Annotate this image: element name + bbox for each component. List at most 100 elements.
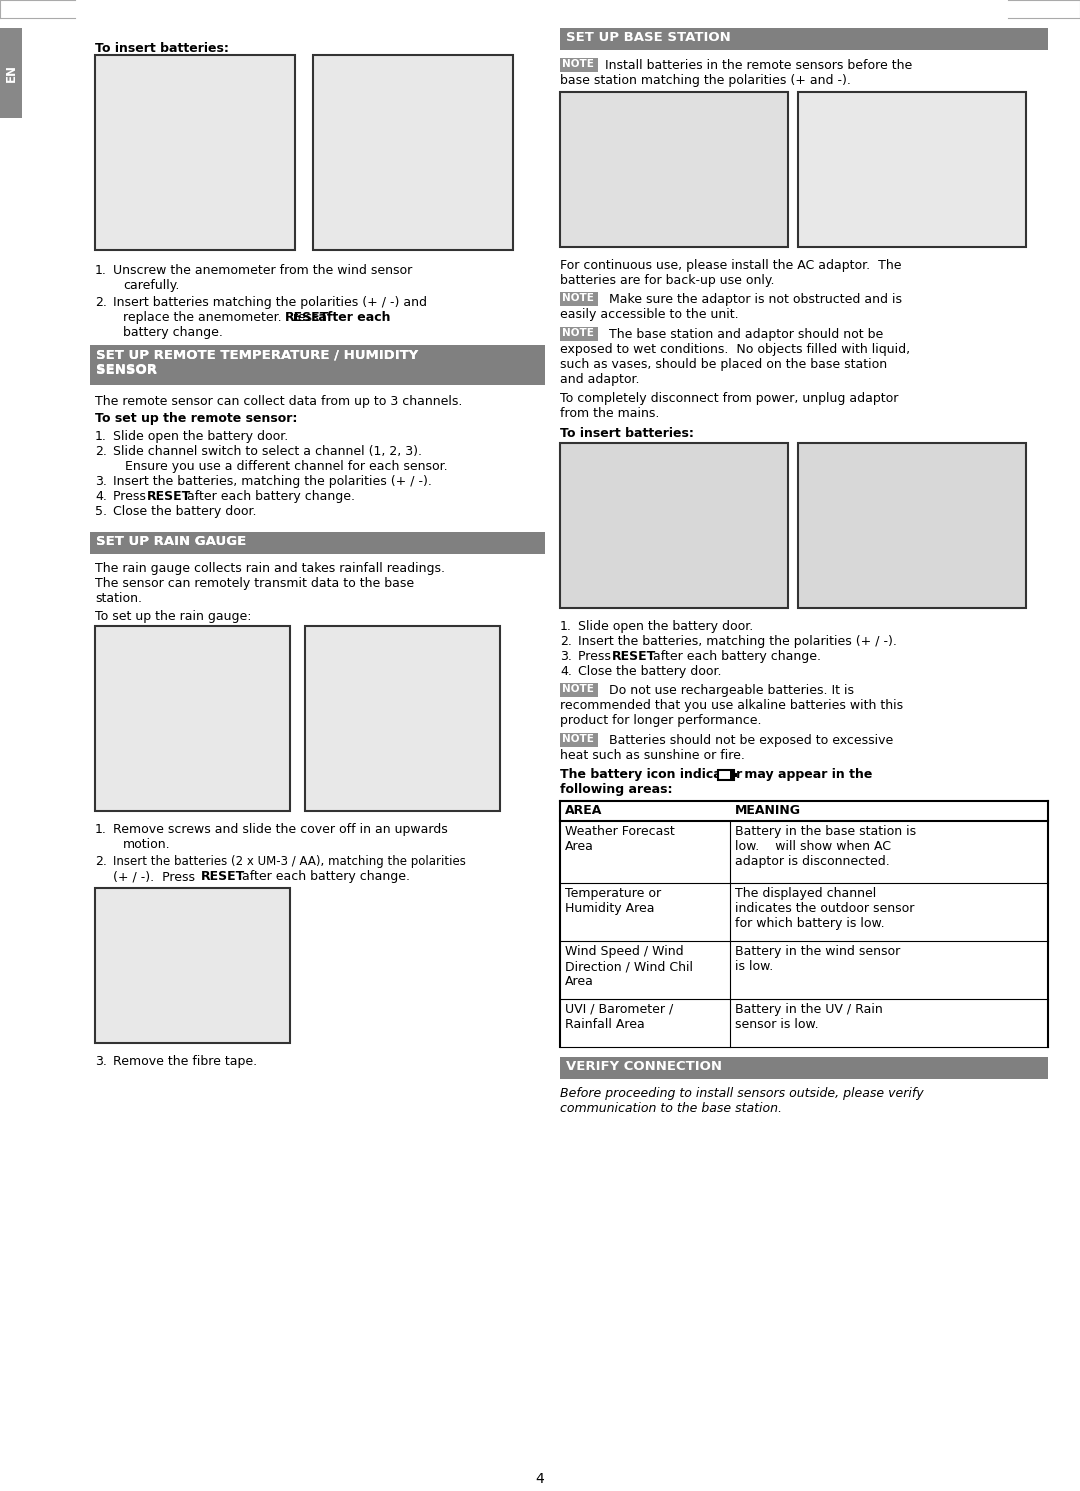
Text: Do not use rechargeable batteries. It is: Do not use rechargeable batteries. It is — [600, 684, 854, 696]
Text: SET UP REMOTE TEMPERATURE / HUMIDITY: SET UP REMOTE TEMPERATURE / HUMIDITY — [96, 347, 418, 361]
Text: (+ / -).  Press: (+ / -). Press — [113, 871, 199, 883]
Text: Battery in the wind sensor
is low.: Battery in the wind sensor is low. — [735, 945, 901, 974]
Text: 2.: 2. — [95, 444, 107, 458]
Text: Close the battery door.: Close the battery door. — [113, 505, 257, 517]
Text: The remote sensor can collect data from up to 3 channels.: The remote sensor can collect data from … — [95, 395, 462, 409]
Text: RESET: RESET — [285, 312, 329, 324]
Bar — [313, 55, 513, 250]
Text: To completely disconnect from power, unplug adaptor: To completely disconnect from power, unp… — [561, 392, 899, 406]
Bar — [561, 92, 788, 248]
Text: 2.: 2. — [561, 635, 572, 649]
Bar — [798, 92, 1026, 248]
Bar — [95, 626, 291, 811]
Text: Ensure you use a different channel for each sensor.: Ensure you use a different channel for e… — [113, 461, 447, 473]
Text: MEANING: MEANING — [735, 804, 801, 817]
Text: Insert the batteries (2 x UM-3 / AA), matching the polarities: Insert the batteries (2 x UM-3 / AA), ma… — [113, 854, 465, 868]
Text: Slide channel switch to select a channel (1, 2, 3).: Slide channel switch to select a channel… — [113, 444, 422, 458]
Text: Press: Press — [578, 650, 615, 663]
Text: Insert the batteries, matching the polarities (+ / -).: Insert the batteries, matching the polar… — [113, 476, 432, 488]
Text: Temperature or
Humidity Area: Temperature or Humidity Area — [565, 887, 661, 915]
Text: Remove screws and slide the cover off in an upwards: Remove screws and slide the cover off in… — [113, 823, 448, 836]
Text: after each: after each — [314, 312, 391, 324]
Text: RESET: RESET — [147, 491, 191, 502]
Text: 1.: 1. — [95, 264, 107, 277]
Text: from the mains.: from the mains. — [561, 407, 660, 420]
Bar — [561, 327, 598, 341]
Text: after each battery change.: after each battery change. — [649, 650, 821, 663]
Bar — [305, 626, 500, 811]
Bar — [561, 28, 1048, 51]
Bar — [95, 889, 291, 1044]
Text: may appear in the: may appear in the — [740, 768, 873, 781]
Bar — [561, 292, 598, 306]
Text: Battery in the base station is
low.    will show when AC
adaptor is disconnected: Battery in the base station is low. will… — [735, 825, 916, 868]
Text: For continuous use, please install the AC adaptor.  The: For continuous use, please install the A… — [561, 259, 902, 271]
Text: carefully.: carefully. — [123, 279, 179, 292]
Text: SET UP RAIN GAUGE: SET UP RAIN GAUGE — [96, 535, 246, 549]
Text: To set up the rain gauge:: To set up the rain gauge: — [95, 610, 252, 623]
Bar — [561, 734, 598, 747]
Text: NOTE: NOTE — [562, 684, 594, 693]
Text: 1.: 1. — [95, 823, 107, 836]
Bar — [730, 771, 733, 778]
Text: 2.: 2. — [95, 297, 107, 309]
Text: 4: 4 — [536, 1472, 544, 1487]
Text: Before proceeding to install sensors outside, please verify: Before proceeding to install sensors out… — [561, 1087, 923, 1100]
Text: NOTE: NOTE — [562, 734, 594, 744]
Text: VERIFY CONNECTION: VERIFY CONNECTION — [566, 1060, 723, 1074]
Text: To set up the remote sensor:: To set up the remote sensor: — [95, 412, 297, 425]
Bar — [90, 344, 545, 385]
Bar — [734, 772, 737, 777]
Text: 1.: 1. — [561, 620, 572, 634]
Text: communication to the base station.: communication to the base station. — [561, 1102, 782, 1115]
Text: following areas:: following areas: — [561, 783, 673, 796]
Text: base station matching the polarities (+ and -).: base station matching the polarities (+ … — [561, 75, 851, 86]
Bar — [561, 28, 1048, 51]
Text: EN: EN — [4, 64, 17, 82]
Text: SET UP REMOTE TEMPERATURE / HUMIDITY
SENSOR: SET UP REMOTE TEMPERATURE / HUMIDITY SEN… — [96, 347, 418, 376]
Text: UVI / Barometer /
Rainfall Area: UVI / Barometer / Rainfall Area — [565, 1003, 673, 1030]
Bar — [561, 1057, 1048, 1079]
Text: The rain gauge collects rain and takes rainfall readings.: The rain gauge collects rain and takes r… — [95, 562, 445, 576]
Text: The displayed channel
indicates the outdoor sensor
for which battery is low.: The displayed channel indicates the outd… — [735, 887, 915, 930]
Text: after each battery change.: after each battery change. — [238, 871, 410, 883]
Text: 4.: 4. — [95, 491, 107, 502]
Text: 2.: 2. — [95, 854, 107, 868]
Bar — [798, 443, 1026, 608]
Text: Wind Speed / Wind
Direction / Wind Chil
Area: Wind Speed / Wind Direction / Wind Chil … — [565, 945, 693, 989]
Text: 3.: 3. — [561, 650, 572, 663]
Text: heat such as sunshine or fire.: heat such as sunshine or fire. — [561, 748, 745, 762]
Text: NOTE: NOTE — [562, 60, 594, 69]
Text: NOTE: NOTE — [562, 328, 594, 338]
Text: Weather Forecast
Area: Weather Forecast Area — [565, 825, 675, 853]
Text: The base station and adaptor should not be: The base station and adaptor should not … — [600, 328, 883, 341]
Text: motion.: motion. — [123, 838, 171, 851]
Text: SENSOR: SENSOR — [96, 364, 157, 377]
Text: Press: Press — [113, 491, 150, 502]
Text: easily accessible to the unit.: easily accessible to the unit. — [561, 309, 739, 321]
Text: exposed to wet conditions.  No objects filled with liquid,: exposed to wet conditions. No objects fi… — [561, 343, 910, 356]
Text: Battery in the UV / Rain
sensor is low.: Battery in the UV / Rain sensor is low. — [735, 1003, 882, 1030]
Text: 4.: 4. — [561, 665, 572, 678]
Bar — [561, 683, 598, 696]
Text: product for longer performance.: product for longer performance. — [561, 714, 761, 728]
Bar — [0, 28, 22, 118]
Text: Install batteries in the remote sensors before the: Install batteries in the remote sensors … — [600, 60, 913, 72]
Text: SET UP BASE STATION: SET UP BASE STATION — [566, 31, 731, 45]
Text: and adaptor.: and adaptor. — [561, 373, 639, 386]
Text: battery change.: battery change. — [123, 327, 222, 338]
Text: 1.: 1. — [95, 429, 107, 443]
Text: Remove the fibre tape.: Remove the fibre tape. — [113, 1056, 257, 1068]
Text: RESET: RESET — [612, 650, 657, 663]
Text: RESET: RESET — [201, 871, 245, 883]
Text: The battery icon indicator: The battery icon indicator — [561, 768, 746, 781]
Text: NOTE: NOTE — [562, 294, 594, 303]
Text: Insert batteries matching the polarities (+ / -) and: Insert batteries matching the polarities… — [113, 297, 427, 309]
Bar — [718, 769, 734, 780]
Text: Make sure the adaptor is not obstructed and is: Make sure the adaptor is not obstructed … — [600, 294, 902, 306]
Text: 3.: 3. — [95, 476, 107, 488]
Text: after each battery change.: after each battery change. — [183, 491, 355, 502]
Bar — [90, 532, 545, 555]
Bar — [95, 55, 295, 250]
Text: To insert batteries:: To insert batteries: — [95, 42, 229, 55]
